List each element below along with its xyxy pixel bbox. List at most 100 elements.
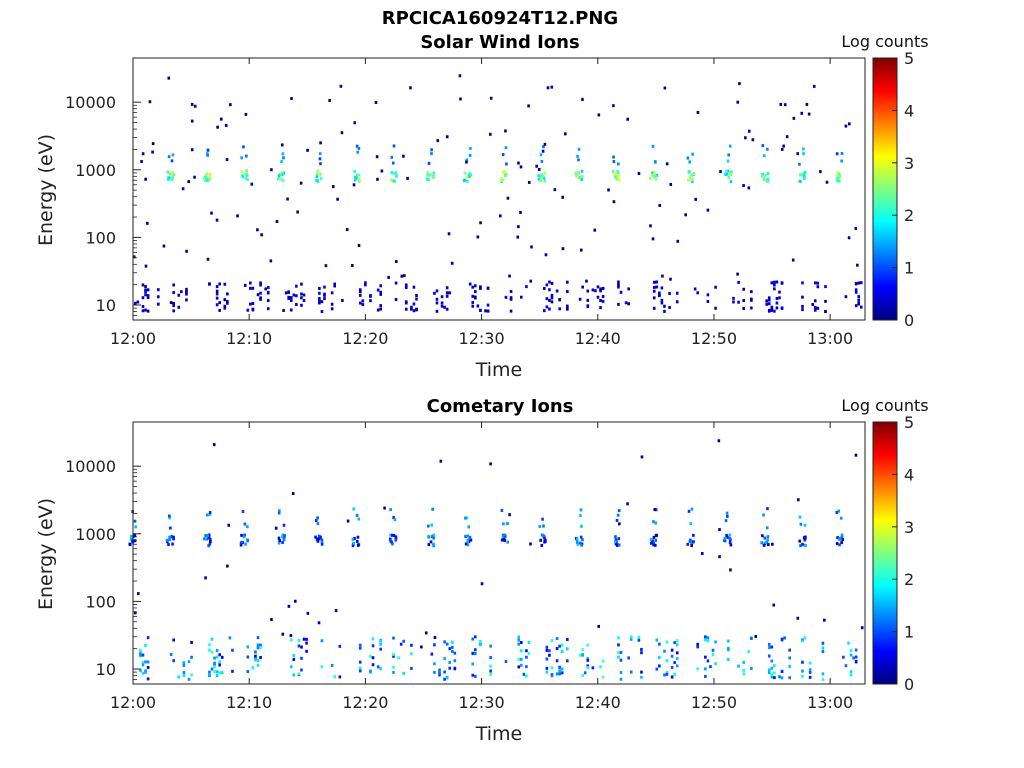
heatmap-cell bbox=[860, 626, 864, 630]
heatmap-cell bbox=[718, 528, 721, 532]
heatmap-cell bbox=[465, 158, 469, 162]
heatmap-cell bbox=[561, 195, 565, 199]
heatmap-cell bbox=[690, 544, 693, 548]
heatmap-cell bbox=[614, 175, 617, 179]
heatmap-cell bbox=[358, 669, 362, 673]
heatmap-cell bbox=[706, 639, 710, 643]
heatmap-cell bbox=[805, 102, 809, 106]
heatmap-cell bbox=[601, 286, 605, 290]
heatmap-cell bbox=[581, 538, 584, 542]
heatmap-cell bbox=[187, 180, 190, 184]
heatmap-cell bbox=[141, 152, 145, 156]
heatmap-cell bbox=[208, 510, 212, 514]
heatmap-cell bbox=[844, 124, 848, 128]
heatmap-cell bbox=[430, 523, 434, 527]
heatmap-cell bbox=[144, 670, 147, 674]
heatmap-cell bbox=[473, 284, 477, 288]
heatmap-cell bbox=[780, 637, 784, 641]
heatmap-cell bbox=[652, 520, 655, 524]
heatmap-cell bbox=[254, 658, 257, 662]
heatmap-cell bbox=[330, 307, 334, 311]
heatmap-cell bbox=[430, 535, 434, 539]
heatmap-cell bbox=[318, 152, 322, 156]
heatmap-cell bbox=[654, 508, 658, 512]
heatmap-cell bbox=[760, 174, 764, 178]
heatmap-cell bbox=[640, 670, 643, 674]
heatmap-cell bbox=[259, 283, 262, 287]
heatmap-cell bbox=[700, 552, 704, 556]
heatmap-cell bbox=[545, 645, 549, 649]
heatmap-cell bbox=[520, 663, 523, 667]
heatmap-cell bbox=[775, 306, 779, 310]
heatmap-cell bbox=[640, 455, 644, 459]
heatmap-cell bbox=[323, 297, 326, 301]
heatmap-cell bbox=[655, 533, 658, 537]
heatmap-cell bbox=[141, 660, 145, 664]
heatmap-cell bbox=[670, 665, 674, 669]
heatmap-cell bbox=[852, 656, 855, 660]
heatmap-cell bbox=[352, 183, 356, 187]
heatmap-cell bbox=[438, 668, 441, 672]
heatmap-cell bbox=[215, 649, 219, 653]
heatmap-cell bbox=[320, 665, 324, 669]
heatmap-cell bbox=[599, 665, 602, 669]
heatmap-cell bbox=[376, 177, 379, 181]
heatmap-cell bbox=[550, 281, 554, 285]
heatmap-cell bbox=[404, 300, 408, 304]
y-axis-label-solar-wind: Energy (eV) bbox=[35, 134, 57, 246]
heatmap-cell bbox=[714, 285, 717, 289]
y-tick-label: 100 bbox=[85, 228, 116, 247]
heatmap-cell bbox=[725, 172, 729, 176]
heatmap-cell bbox=[177, 675, 181, 679]
heatmap-cell bbox=[249, 281, 252, 285]
heatmap-cell bbox=[847, 641, 850, 645]
heatmap-cell bbox=[346, 519, 350, 523]
heatmap-cell bbox=[358, 179, 361, 183]
heatmap-cometary bbox=[128, 439, 864, 681]
heatmap-cell bbox=[750, 636, 753, 640]
heatmap-cell bbox=[780, 676, 784, 680]
heatmap-cell bbox=[480, 582, 484, 586]
heatmap-cell bbox=[479, 643, 482, 647]
heatmap-cell bbox=[540, 159, 544, 163]
heatmap-cell bbox=[410, 652, 413, 656]
heatmap-cell bbox=[357, 177, 361, 181]
heatmap-cell bbox=[412, 285, 416, 289]
heatmap-cell bbox=[617, 285, 620, 289]
heatmap-cell bbox=[500, 508, 504, 512]
heatmap-cell bbox=[509, 296, 513, 300]
heatmap-cell bbox=[849, 653, 853, 657]
colorbar-tick-label: 1 bbox=[904, 259, 914, 278]
heatmap-cell bbox=[581, 673, 584, 677]
heatmap-cell bbox=[390, 178, 393, 182]
plot-frame-solar-wind bbox=[132, 57, 866, 321]
heatmap-cell bbox=[489, 132, 492, 136]
x-tick-label: 12:20 bbox=[342, 329, 388, 348]
heatmap-cell bbox=[473, 296, 477, 300]
heatmap-cell bbox=[399, 642, 403, 646]
heatmap-cell bbox=[205, 177, 209, 181]
heatmap-cell bbox=[260, 233, 263, 237]
heatmap-cell bbox=[292, 654, 296, 658]
heatmap-cell bbox=[519, 210, 522, 214]
heatmap-cell bbox=[704, 655, 707, 659]
heatmap-cell bbox=[580, 524, 583, 528]
heatmap-cell bbox=[675, 300, 679, 304]
heatmap-cell bbox=[426, 171, 430, 175]
heatmap-cell bbox=[583, 671, 587, 675]
heatmap-cell bbox=[209, 540, 212, 544]
heatmap-cell bbox=[542, 145, 545, 149]
heatmap-cell bbox=[808, 670, 812, 674]
heatmap-cell bbox=[726, 514, 729, 518]
heatmap-cell bbox=[353, 178, 357, 182]
heatmap-cell bbox=[663, 673, 666, 677]
heatmap-cell bbox=[280, 160, 283, 164]
heatmap-cell bbox=[424, 631, 428, 635]
heatmap-cell bbox=[246, 539, 249, 543]
heatmap-cell bbox=[580, 543, 583, 547]
heatmap-cell bbox=[548, 288, 551, 292]
heatmap-cell bbox=[617, 283, 620, 287]
heatmap-cell bbox=[275, 219, 279, 223]
heatmap-cell bbox=[527, 640, 531, 644]
heatmap-cell bbox=[471, 651, 475, 655]
